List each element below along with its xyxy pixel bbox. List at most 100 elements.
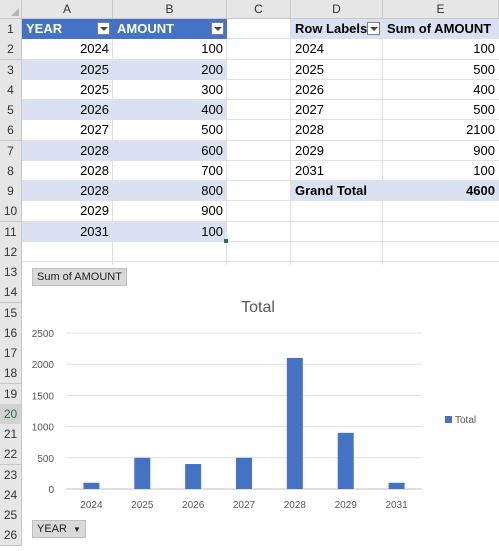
table-cell-year[interactable]: 2029 xyxy=(80,203,109,219)
pivot-row-label[interactable]: 2031 xyxy=(295,162,324,178)
table-cell-amount[interactable]: 700 xyxy=(201,162,223,178)
table-cell-amount[interactable]: 900 xyxy=(201,203,223,219)
row-header-14[interactable]: 14 xyxy=(0,282,22,304)
row-header-19[interactable]: 19 xyxy=(0,383,22,405)
pivot-row-label[interactable]: 2024 xyxy=(295,41,324,57)
x-tick-label: 2027 xyxy=(233,500,256,511)
column-header-e[interactable]: E xyxy=(383,0,499,19)
table-cell-amount[interactable]: 100 xyxy=(201,41,223,57)
pivot-row-label[interactable]: 2027 xyxy=(295,102,324,117)
row-header-12[interactable]: 12 xyxy=(0,241,22,263)
x-tick-label: 2024 xyxy=(80,500,103,511)
table-cell-amount[interactable]: 300 xyxy=(201,81,223,97)
table-header-amount[interactable]: AMOUNT xyxy=(113,19,227,39)
table-cell-year[interactable]: 2026 xyxy=(22,100,113,120)
row-header-7[interactable]: 7 xyxy=(0,140,22,162)
row-labels-filter-dropdown[interactable] xyxy=(367,22,380,35)
table-resize-handle[interactable] xyxy=(224,239,228,243)
table-cell-year[interactable]: 2031 xyxy=(22,221,113,242)
column-header-c[interactable]: C xyxy=(227,0,291,19)
pivot-grand-total-value[interactable]: 4600 xyxy=(383,181,499,201)
table-cell-year[interactable]: 2025 xyxy=(22,59,113,80)
row-header-9[interactable]: 9 xyxy=(0,181,22,202)
row-header-17[interactable]: 17 xyxy=(0,343,22,364)
table-cell-amount[interactable]: 500 xyxy=(201,122,223,138)
row-header-15[interactable]: 15 xyxy=(0,302,22,324)
row-header-22[interactable]: 22 xyxy=(0,444,22,466)
value-field-button[interactable]: Sum of AMOUNT xyxy=(32,268,127,286)
table-cell-year[interactable]: 2028 xyxy=(22,140,113,161)
pivot-row-value[interactable]: 500 xyxy=(473,61,495,77)
pivot-chart[interactable]: Sum of AMOUNT Total 0 500 1000 1500 2000 2500 2… xyxy=(22,265,499,551)
y-tick-label: 1000 xyxy=(32,423,55,434)
column-header-b[interactable]: B xyxy=(113,0,227,19)
table-header-year[interactable]: YEAR xyxy=(22,19,113,39)
pivot-header-sum[interactable]: Sum of AMOUNT xyxy=(383,19,499,39)
y-tick-label: 0 xyxy=(48,485,54,496)
row-header-3[interactable]: 3 xyxy=(0,59,22,81)
axis-field-button-label: YEAR xyxy=(37,523,67,535)
pivot-row-value[interactable]: 2100 xyxy=(466,122,495,138)
grid-line xyxy=(22,140,499,141)
row-header-13[interactable]: 13 xyxy=(0,262,22,283)
row-header-2[interactable]: 2 xyxy=(0,39,22,61)
x-tick-label: 2025 xyxy=(131,500,154,511)
row-header-20[interactable]: 20 xyxy=(0,403,22,425)
grid-line xyxy=(22,241,499,242)
pivot-row-label[interactable]: 2028 xyxy=(295,122,324,138)
grid-line xyxy=(22,221,499,222)
bar-2029 xyxy=(337,432,354,489)
y-tick-label: 2000 xyxy=(32,360,55,371)
pivot-row-value[interactable]: 900 xyxy=(473,142,495,158)
row-header-16[interactable]: 16 xyxy=(0,322,22,344)
grid-line xyxy=(22,200,499,201)
table-cell-amount[interactable]: 200 xyxy=(113,59,227,80)
chart-plot: Total 0 500 1000 1500 2000 2500 2024 2025 2026 202… xyxy=(32,299,476,511)
row-header-24[interactable]: 24 xyxy=(0,484,22,506)
row-header-18[interactable]: 18 xyxy=(0,363,22,385)
row-header-21[interactable]: 21 xyxy=(0,424,22,445)
grid-line xyxy=(22,160,499,161)
pivot-row-label[interactable]: 2025 xyxy=(295,61,324,77)
row-header-4[interactable]: 4 xyxy=(0,79,22,101)
table-cell-year[interactable]: 2025 xyxy=(80,81,109,97)
bar-2026 xyxy=(185,464,202,489)
table-cell-amount[interactable]: 100 xyxy=(113,221,227,242)
pivot-grand-total-label[interactable]: Grand Total xyxy=(291,181,383,201)
column-header-a[interactable]: A xyxy=(22,0,113,19)
filter-dropdown-year[interactable] xyxy=(97,22,110,35)
grid-line xyxy=(22,38,499,39)
grid-line xyxy=(22,261,499,262)
table-cell-year[interactable]: 2028 xyxy=(22,181,113,201)
row-header-25[interactable]: 25 xyxy=(0,505,22,526)
select-all-corner[interactable] xyxy=(0,0,22,19)
table-cell-year[interactable]: 2028 xyxy=(80,162,109,178)
table-cell-year[interactable]: 2027 xyxy=(80,122,109,138)
bar-2025 xyxy=(134,457,151,489)
grid-line xyxy=(22,59,499,60)
bar-2027 xyxy=(236,457,252,489)
row-header-23[interactable]: 23 xyxy=(0,464,22,486)
value-field-button-label: Sum of AMOUNT xyxy=(37,271,122,283)
filter-dropdown-amount[interactable] xyxy=(211,22,224,35)
row-header-10[interactable]: 10 xyxy=(0,201,22,223)
table-cell-year[interactable]: 2024 xyxy=(80,41,109,57)
row-header-26[interactable]: 26 xyxy=(0,525,22,547)
table-cell-amount[interactable]: 600 xyxy=(113,140,227,161)
pivot-row-label[interactable]: 2026 xyxy=(295,81,324,97)
table-cell-amount[interactable]: 800 xyxy=(113,181,227,201)
pivot-row-value[interactable]: 400 xyxy=(473,81,495,97)
pivot-row-label[interactable]: 2029 xyxy=(295,142,324,158)
pivot-row-value[interactable]: 500 xyxy=(473,102,495,117)
row-header-8[interactable]: 8 xyxy=(0,160,22,182)
axis-field-button[interactable]: YEAR ▼ xyxy=(32,520,86,538)
pivot-row-value[interactable]: 100 xyxy=(473,162,495,178)
row-header-11[interactable]: 11 xyxy=(0,221,22,243)
row-header-5[interactable]: 5 xyxy=(0,100,22,121)
table-cell-amount[interactable]: 400 xyxy=(113,100,227,120)
pivot-header-row-labels[interactable]: Row Labels xyxy=(291,19,383,39)
pivot-row-value[interactable]: 100 xyxy=(473,41,495,57)
row-header-6[interactable]: 6 xyxy=(0,120,22,142)
row-header-1[interactable]: 1 xyxy=(0,19,22,40)
column-header-d[interactable]: D xyxy=(291,0,383,19)
